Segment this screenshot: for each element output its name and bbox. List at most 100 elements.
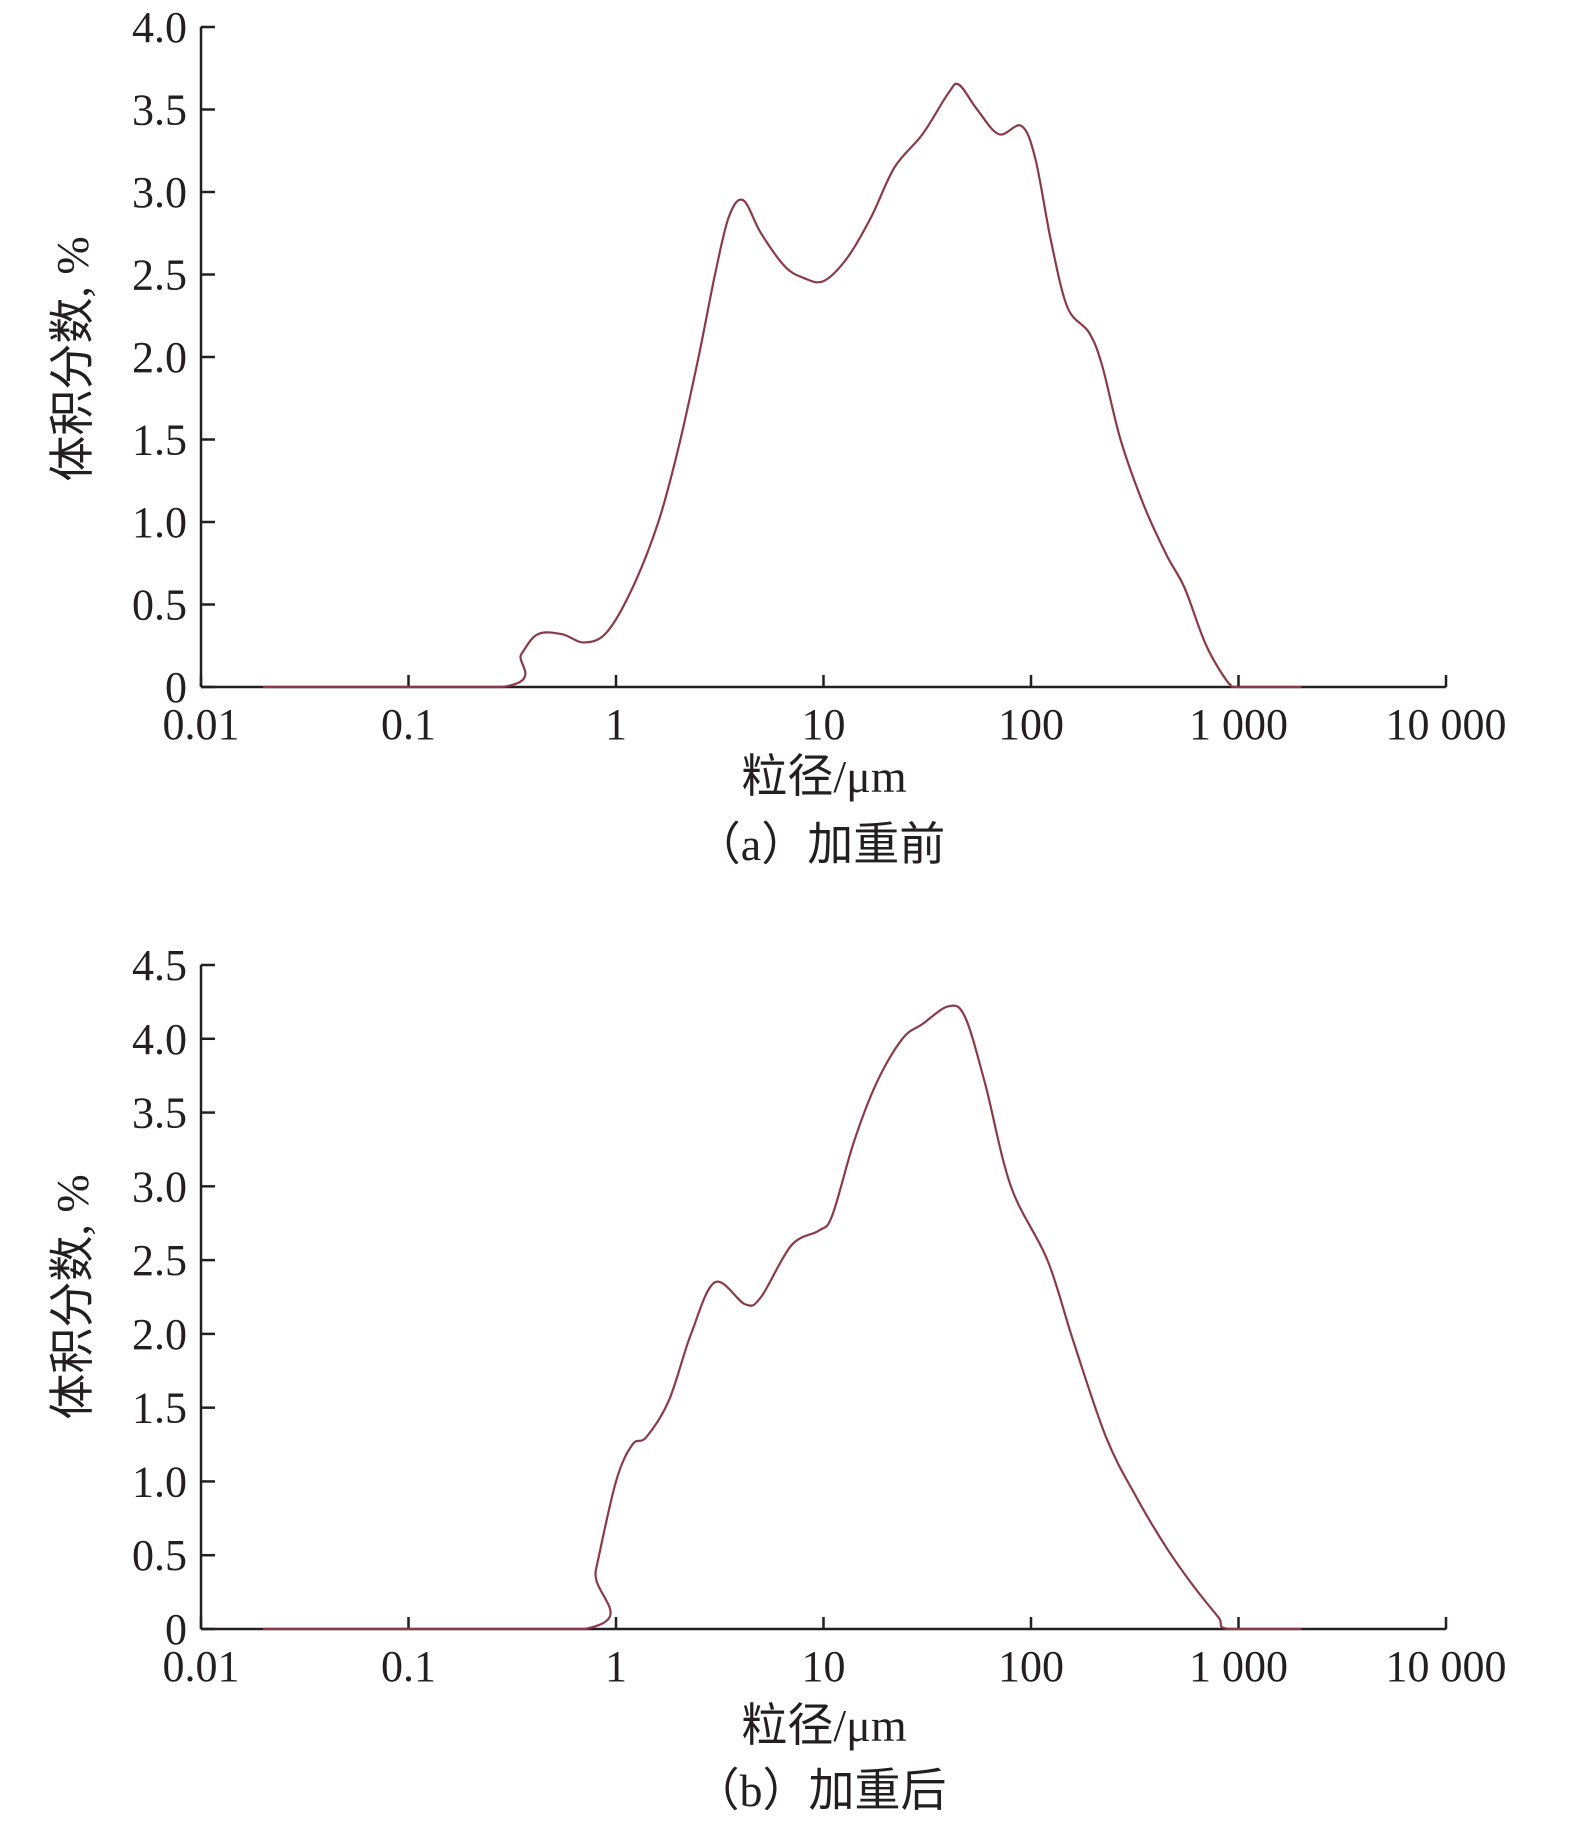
data-point <box>631 587 634 589</box>
data-point <box>1300 686 1302 688</box>
x-tick-label: 100 <box>998 1642 1064 1691</box>
data-point <box>728 215 730 218</box>
data-point <box>984 1082 986 1084</box>
y-axis-label: 体积分数, % <box>47 1174 98 1419</box>
y-tick-label: 0.5 <box>132 581 187 630</box>
data-point <box>822 280 825 282</box>
data-point <box>1228 1628 1230 1630</box>
data-point <box>998 133 1000 136</box>
data-point <box>760 1296 762 1298</box>
chart-caption: （b）加重后 <box>694 1765 947 1816</box>
y-tick-label: 2.0 <box>132 333 187 382</box>
y-tick-label: 2.5 <box>132 251 187 300</box>
data-point <box>500 686 503 688</box>
data-point <box>605 631 608 634</box>
data-point <box>790 1244 793 1247</box>
x-tick-label: 10 000 <box>1386 1642 1507 1691</box>
data-point <box>262 1628 265 1630</box>
x-tick-label: 1 000 <box>1189 1642 1288 1691</box>
x-tick-label: 1 <box>605 700 627 749</box>
data-point <box>595 1569 597 1571</box>
data-point <box>853 1141 855 1143</box>
y-tick-label: 3.5 <box>132 86 187 135</box>
y-tick-label: 1.0 <box>132 498 187 547</box>
data-point <box>697 356 700 358</box>
data-point <box>1101 364 1103 367</box>
data-point <box>1228 682 1230 685</box>
data-point <box>1050 240 1052 243</box>
data-point <box>537 633 539 635</box>
data-point <box>1046 1259 1049 1261</box>
y-axis-label: 体积分数, % <box>47 236 98 481</box>
x-tick-label: 0.01 <box>163 1642 240 1691</box>
x-tick-label: 10 <box>802 700 846 749</box>
data-point <box>668 1399 670 1402</box>
data-point <box>677 446 680 449</box>
data-point <box>1072 1340 1075 1343</box>
data-point <box>870 215 873 218</box>
y-tick-label: 1.5 <box>132 416 187 465</box>
data-point <box>1217 1616 1220 1618</box>
data-point <box>921 133 924 136</box>
x-tick-label: 0.1 <box>381 700 436 749</box>
y-tick-label: 0.5 <box>132 1531 187 1580</box>
data-point <box>1183 587 1186 589</box>
data-point <box>901 1037 904 1040</box>
chart-a: 粒径/μm （a）加重前 体积分数, % 0.01 0.1 1 10 100 1 000 1… <box>47 3 1507 870</box>
data-point <box>615 1480 617 1483</box>
data-point <box>947 1005 950 1008</box>
data-point <box>262 686 265 688</box>
data-point <box>714 273 716 276</box>
data-point <box>1300 1628 1302 1630</box>
data-point <box>1105 1436 1107 1438</box>
data-point <box>976 108 978 111</box>
data-point <box>1066 306 1069 309</box>
y-tick-label: 3.0 <box>132 168 187 217</box>
y-tick-label: 2.0 <box>132 1310 187 1359</box>
data-point <box>1119 438 1122 441</box>
data-point <box>783 265 786 268</box>
data-point <box>1165 554 1168 556</box>
data-point <box>1205 644 1208 647</box>
x-tick-label: 10 000 <box>1386 700 1507 749</box>
data-point <box>1010 1185 1012 1188</box>
data-point <box>846 257 848 259</box>
y-tick-label: 4.0 <box>132 1015 187 1064</box>
data-point <box>831 1215 833 1217</box>
data-point <box>690 1333 692 1335</box>
data-point <box>520 653 523 655</box>
data-point <box>760 232 762 235</box>
y-tick-label: 4.5 <box>132 941 187 990</box>
x-tick-label: 0.1 <box>381 1642 436 1691</box>
x-tick-label: 1 000 <box>1189 700 1288 749</box>
series-line <box>263 1004 1301 1631</box>
data-point <box>714 1281 716 1284</box>
x-tick-label: 100 <box>998 700 1064 749</box>
x-tick-label: 1 <box>605 1642 627 1691</box>
data-point <box>631 1443 634 1446</box>
data-point <box>1135 1495 1137 1497</box>
data-point <box>1191 1583 1194 1586</box>
y-tick-label: 0 <box>165 1605 187 1654</box>
data-point <box>742 199 744 202</box>
y-tick-label: 3.5 <box>132 1089 187 1138</box>
data-point <box>583 641 585 644</box>
x-tick-label: 0.01 <box>163 700 240 749</box>
y-tick-label: 1.5 <box>132 1384 187 1433</box>
data-point <box>1143 504 1145 507</box>
y-tick-label: 0 <box>165 663 187 712</box>
data-point <box>964 1015 966 1018</box>
data-point <box>1088 331 1090 334</box>
series-line <box>263 82 1301 689</box>
chart-caption: （a）加重前 <box>695 819 945 870</box>
x-axis-label: 粒径/μm <box>741 751 906 802</box>
data-point <box>947 92 950 94</box>
data-point <box>893 166 896 169</box>
data-point <box>1165 1547 1168 1549</box>
data-point <box>561 633 563 635</box>
data-point <box>1020 125 1023 127</box>
y-tick-label: 3.0 <box>132 1162 187 1211</box>
data-point <box>1034 158 1037 160</box>
data-point <box>645 1436 648 1438</box>
